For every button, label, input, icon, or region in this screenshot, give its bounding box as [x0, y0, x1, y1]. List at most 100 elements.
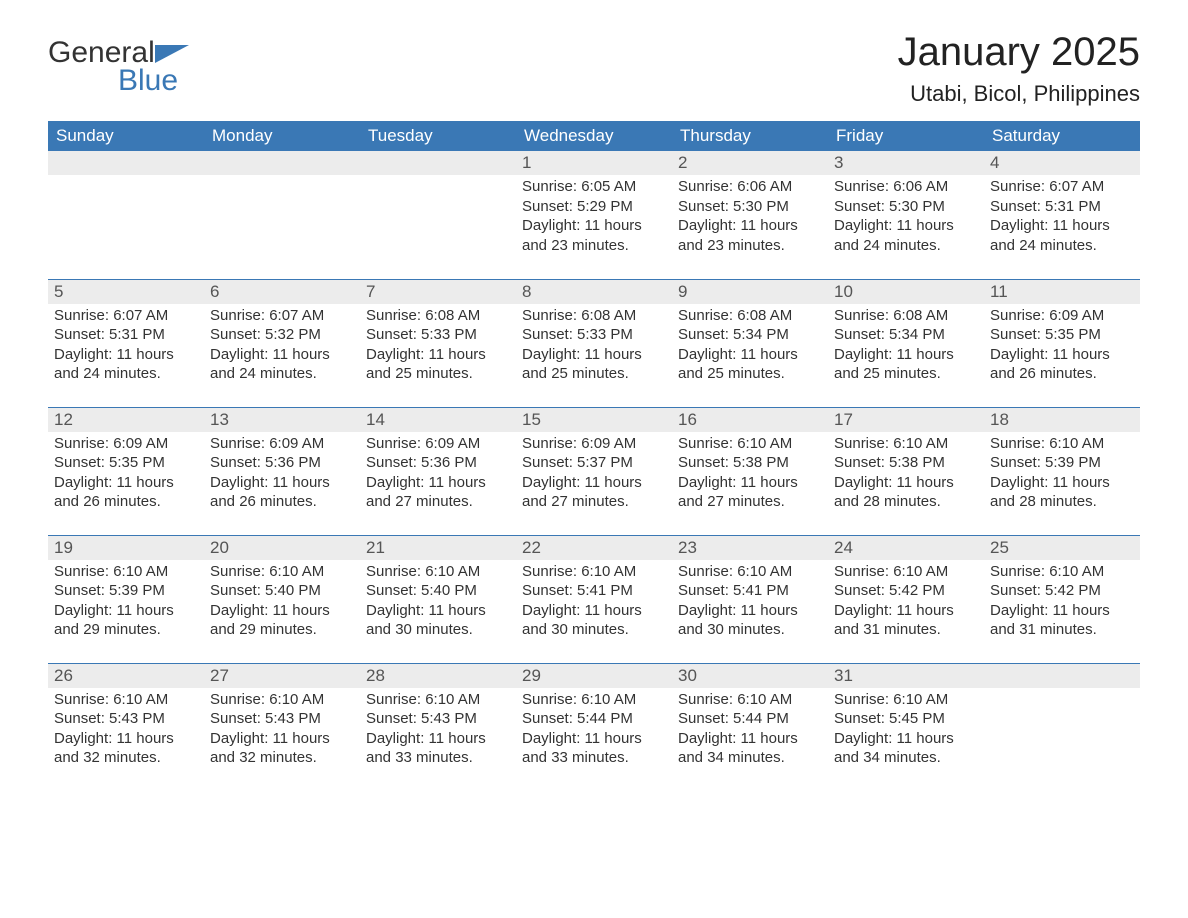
day-number-bar: 27 — [204, 664, 360, 688]
daylight-line: Daylight: 11 hours and 32 minutes. — [210, 729, 354, 768]
calendar-table: SundayMondayTuesdayWednesdayThursdayFrid… — [48, 121, 1140, 791]
calendar-cell: 26Sunrise: 6:10 AMSunset: 5:43 PMDayligh… — [48, 663, 204, 791]
day-number-bar: 29 — [516, 664, 672, 688]
calendar-cell: 8Sunrise: 6:08 AMSunset: 5:33 PMDaylight… — [516, 279, 672, 407]
sunset-line: Sunset: 5:40 PM — [366, 581, 510, 601]
day-number-bar: 25 — [984, 536, 1140, 560]
day-number-bar: 3 — [828, 151, 984, 175]
calendar-cell — [48, 151, 204, 279]
calendar-cell: 14Sunrise: 6:09 AMSunset: 5:36 PMDayligh… — [360, 407, 516, 535]
day-number-bar: 26 — [48, 664, 204, 688]
calendar-cell: 2Sunrise: 6:06 AMSunset: 5:30 PMDaylight… — [672, 151, 828, 279]
daylight-line: Daylight: 11 hours and 33 minutes. — [522, 729, 666, 768]
day-number-bar: 1 — [516, 151, 672, 175]
calendar-cell: 5Sunrise: 6:07 AMSunset: 5:31 PMDaylight… — [48, 279, 204, 407]
calendar-cell: 6Sunrise: 6:07 AMSunset: 5:32 PMDaylight… — [204, 279, 360, 407]
daylight-line: Daylight: 11 hours and 24 minutes. — [54, 345, 198, 384]
day-number-bar: 7 — [360, 280, 516, 304]
calendar-cell: 15Sunrise: 6:09 AMSunset: 5:37 PMDayligh… — [516, 407, 672, 535]
sunrise-line: Sunrise: 6:06 AM — [834, 177, 978, 197]
daylight-line: Daylight: 11 hours and 30 minutes. — [522, 601, 666, 640]
sunset-line: Sunset: 5:40 PM — [210, 581, 354, 601]
day-number-bar: 4 — [984, 151, 1140, 175]
daylight-line: Daylight: 11 hours and 31 minutes. — [990, 601, 1134, 640]
day-number-bar: 16 — [672, 408, 828, 432]
sunrise-line: Sunrise: 6:10 AM — [678, 562, 822, 582]
calendar-cell: 1Sunrise: 6:05 AMSunset: 5:29 PMDaylight… — [516, 151, 672, 279]
day-details: Sunrise: 6:10 AMSunset: 5:44 PMDaylight:… — [516, 688, 672, 774]
sunrise-line: Sunrise: 6:10 AM — [366, 690, 510, 710]
sunrise-line: Sunrise: 6:10 AM — [834, 434, 978, 454]
daylight-line: Daylight: 11 hours and 32 minutes. — [54, 729, 198, 768]
day-number-bar — [204, 151, 360, 175]
daylight-line: Daylight: 11 hours and 27 minutes. — [678, 473, 822, 512]
calendar-cell: 28Sunrise: 6:10 AMSunset: 5:43 PMDayligh… — [360, 663, 516, 791]
sunset-line: Sunset: 5:33 PM — [522, 325, 666, 345]
day-details: Sunrise: 6:08 AMSunset: 5:34 PMDaylight:… — [828, 304, 984, 390]
weekday-header: Thursday — [672, 121, 828, 151]
calendar-cell — [360, 151, 516, 279]
sunset-line: Sunset: 5:29 PM — [522, 197, 666, 217]
weekday-header: Friday — [828, 121, 984, 151]
sunrise-line: Sunrise: 6:07 AM — [990, 177, 1134, 197]
sunset-line: Sunset: 5:36 PM — [210, 453, 354, 473]
daylight-line: Daylight: 11 hours and 34 minutes. — [678, 729, 822, 768]
daylight-line: Daylight: 11 hours and 23 minutes. — [678, 216, 822, 255]
calendar-cell: 11Sunrise: 6:09 AMSunset: 5:35 PMDayligh… — [984, 279, 1140, 407]
sunrise-line: Sunrise: 6:09 AM — [366, 434, 510, 454]
sunrise-line: Sunrise: 6:10 AM — [678, 690, 822, 710]
daylight-line: Daylight: 11 hours and 26 minutes. — [990, 345, 1134, 384]
sunrise-line: Sunrise: 6:10 AM — [54, 562, 198, 582]
day-details: Sunrise: 6:09 AMSunset: 5:35 PMDaylight:… — [984, 304, 1140, 390]
daylight-line: Daylight: 11 hours and 29 minutes. — [54, 601, 198, 640]
day-details: Sunrise: 6:09 AMSunset: 5:36 PMDaylight:… — [360, 432, 516, 518]
sunset-line: Sunset: 5:34 PM — [834, 325, 978, 345]
page-title: January 2025 — [898, 30, 1140, 75]
sunrise-line: Sunrise: 6:10 AM — [522, 562, 666, 582]
sunset-line: Sunset: 5:43 PM — [366, 709, 510, 729]
day-details: Sunrise: 6:06 AMSunset: 5:30 PMDaylight:… — [828, 175, 984, 261]
sunrise-line: Sunrise: 6:08 AM — [522, 306, 666, 326]
sunset-line: Sunset: 5:32 PM — [210, 325, 354, 345]
calendar-cell: 31Sunrise: 6:10 AMSunset: 5:45 PMDayligh… — [828, 663, 984, 791]
weekday-header: Sunday — [48, 121, 204, 151]
day-number-bar — [984, 664, 1140, 688]
sunset-line: Sunset: 5:34 PM — [678, 325, 822, 345]
daylight-line: Daylight: 11 hours and 30 minutes. — [366, 601, 510, 640]
day-details: Sunrise: 6:10 AMSunset: 5:42 PMDaylight:… — [984, 560, 1140, 646]
day-number-bar: 17 — [828, 408, 984, 432]
day-number-bar: 31 — [828, 664, 984, 688]
calendar-row: 1Sunrise: 6:05 AMSunset: 5:29 PMDaylight… — [48, 151, 1140, 279]
day-details: Sunrise: 6:07 AMSunset: 5:32 PMDaylight:… — [204, 304, 360, 390]
sunrise-line: Sunrise: 6:10 AM — [522, 690, 666, 710]
day-number-bar: 5 — [48, 280, 204, 304]
sunrise-line: Sunrise: 6:09 AM — [210, 434, 354, 454]
day-details: Sunrise: 6:10 AMSunset: 5:44 PMDaylight:… — [672, 688, 828, 774]
daylight-line: Daylight: 11 hours and 30 minutes. — [678, 601, 822, 640]
daylight-line: Daylight: 11 hours and 25 minutes. — [366, 345, 510, 384]
calendar-cell: 22Sunrise: 6:10 AMSunset: 5:41 PMDayligh… — [516, 535, 672, 663]
day-details: Sunrise: 6:09 AMSunset: 5:36 PMDaylight:… — [204, 432, 360, 518]
day-details: Sunrise: 6:07 AMSunset: 5:31 PMDaylight:… — [984, 175, 1140, 261]
day-number-bar: 12 — [48, 408, 204, 432]
day-details: Sunrise: 6:10 AMSunset: 5:41 PMDaylight:… — [672, 560, 828, 646]
daylight-line: Daylight: 11 hours and 27 minutes. — [522, 473, 666, 512]
daylight-line: Daylight: 11 hours and 33 minutes. — [366, 729, 510, 768]
location-text: Utabi, Bicol, Philippines — [898, 81, 1140, 107]
sunset-line: Sunset: 5:41 PM — [522, 581, 666, 601]
logo: General Blue — [48, 30, 189, 98]
sunset-line: Sunset: 5:30 PM — [678, 197, 822, 217]
calendar-cell: 18Sunrise: 6:10 AMSunset: 5:39 PMDayligh… — [984, 407, 1140, 535]
calendar-cell: 21Sunrise: 6:10 AMSunset: 5:40 PMDayligh… — [360, 535, 516, 663]
sunrise-line: Sunrise: 6:07 AM — [210, 306, 354, 326]
calendar-row: 12Sunrise: 6:09 AMSunset: 5:35 PMDayligh… — [48, 407, 1140, 535]
day-number-bar: 10 — [828, 280, 984, 304]
sunrise-line: Sunrise: 6:08 AM — [678, 306, 822, 326]
calendar-row: 5Sunrise: 6:07 AMSunset: 5:31 PMDaylight… — [48, 279, 1140, 407]
day-number-bar: 24 — [828, 536, 984, 560]
sunrise-line: Sunrise: 6:09 AM — [990, 306, 1134, 326]
daylight-line: Daylight: 11 hours and 26 minutes. — [210, 473, 354, 512]
weekday-header-row: SundayMondayTuesdayWednesdayThursdayFrid… — [48, 121, 1140, 151]
sunset-line: Sunset: 5:43 PM — [54, 709, 198, 729]
day-details: Sunrise: 6:10 AMSunset: 5:40 PMDaylight:… — [204, 560, 360, 646]
